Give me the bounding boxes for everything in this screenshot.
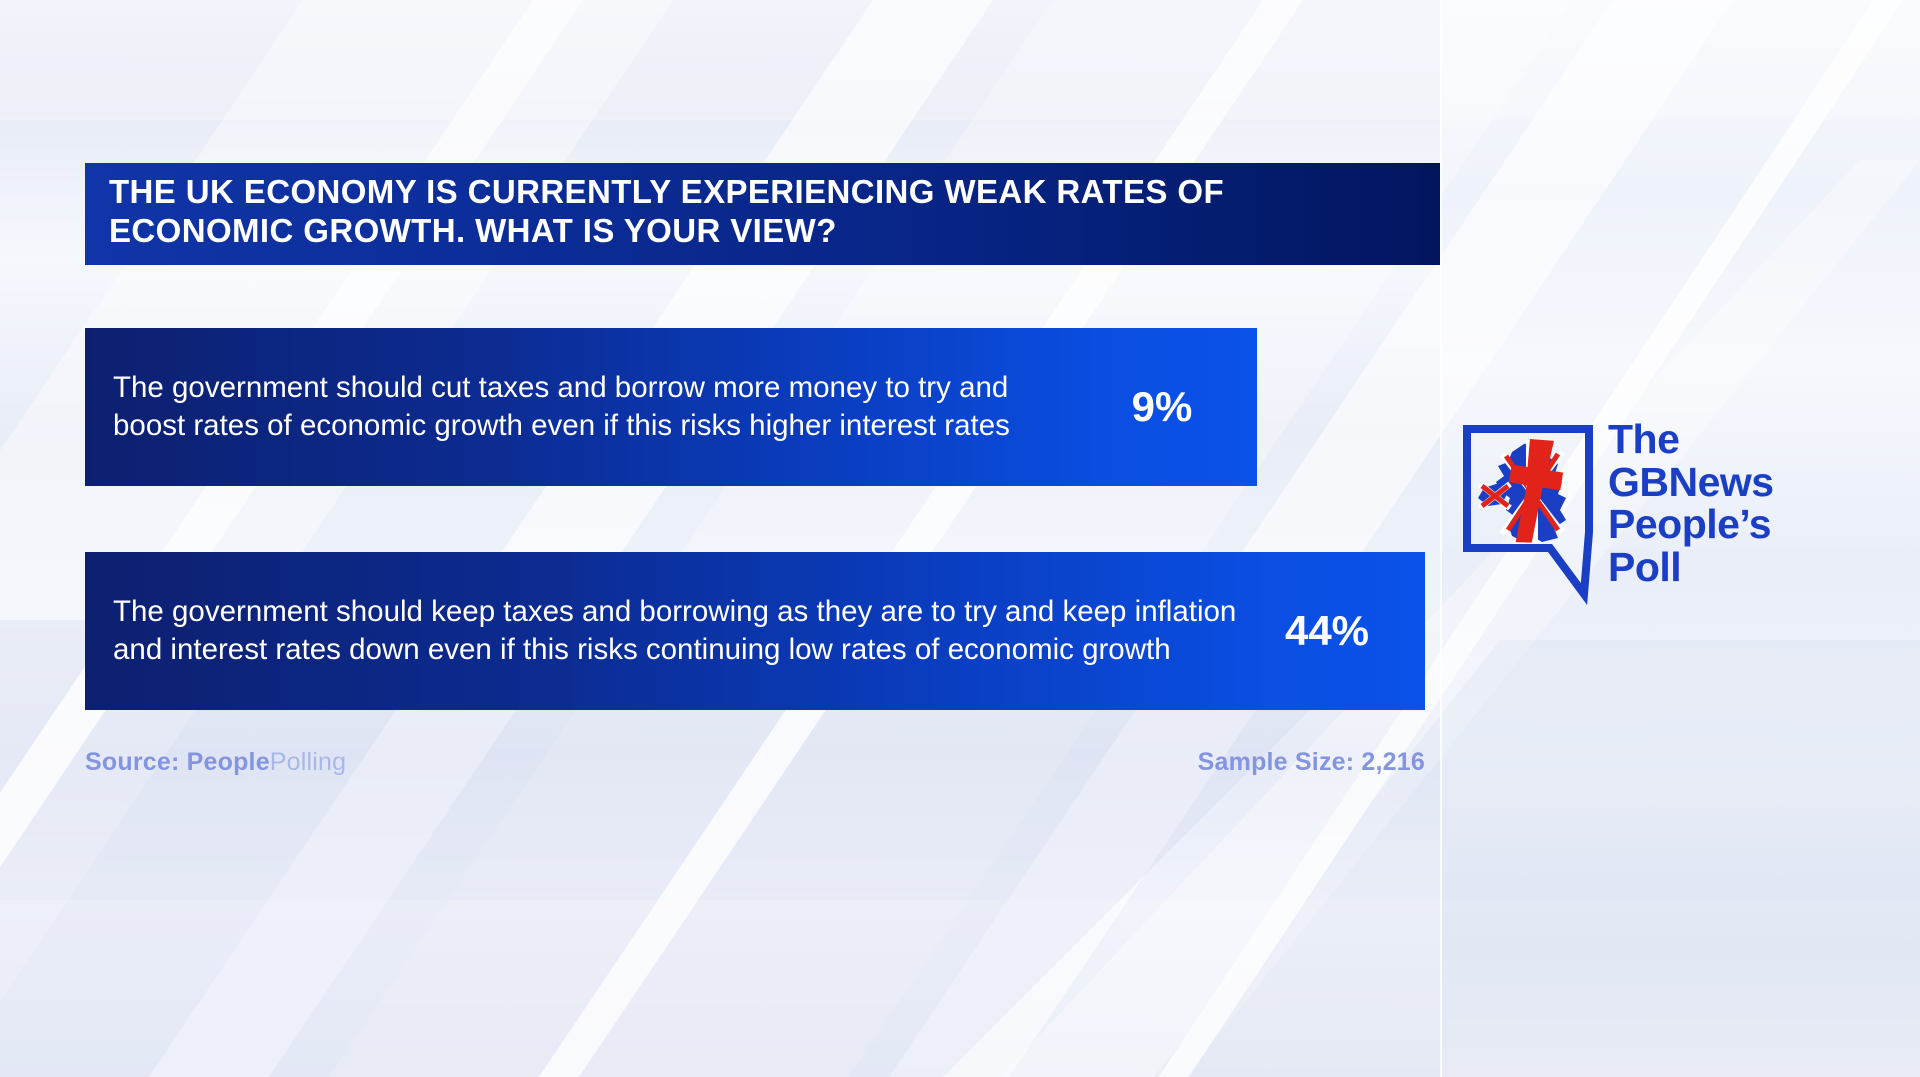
source-credit: Source: PeoplePolling	[85, 748, 346, 777]
content-column: THE UK ECONOMY IS CURRENTLY EXPERIENCING…	[85, 0, 1440, 1077]
source-label: Source: People	[85, 748, 270, 776]
logo-line-poll: Poll	[1608, 543, 1682, 590]
sample-size: Sample Size: 2,216	[1197, 748, 1425, 776]
footer: Source: PeoplePolling Sample Size: 2,216	[85, 748, 1425, 777]
question-title-bar: THE UK ECONOMY IS CURRENTLY EXPERIENCING…	[85, 163, 1440, 265]
answer-label-2: The government should keep taxes and bor…	[113, 595, 1237, 666]
gbnews-peoples-poll-logo: The GBNews People’s Poll	[1462, 418, 1902, 623]
panel-divider	[1440, 0, 1442, 1077]
logo-line-peoples: People’s	[1608, 501, 1772, 548]
source-brand-suffix: Polling	[269, 748, 347, 776]
answer-bar-2: The government should keep taxes and bor…	[85, 552, 1425, 710]
answer-value-2: 44%	[1284, 607, 1370, 654]
page-title: THE UK ECONOMY IS CURRENTLY EXPERIENCING…	[109, 173, 1224, 249]
uk-map-speech-bubble-icon	[1463, 425, 1593, 605]
logo-wordmark: The GBNews People’s Poll	[1608, 418, 1774, 589]
answer-value-1: 9%	[1131, 383, 1193, 430]
answer-label-1: The government should cut taxes and borr…	[113, 371, 1010, 442]
logo-line-gbnews: GBNews	[1608, 458, 1774, 505]
logo-line-the: The	[1608, 416, 1680, 462]
answer-bar-1: The government should cut taxes and borr…	[85, 328, 1257, 486]
